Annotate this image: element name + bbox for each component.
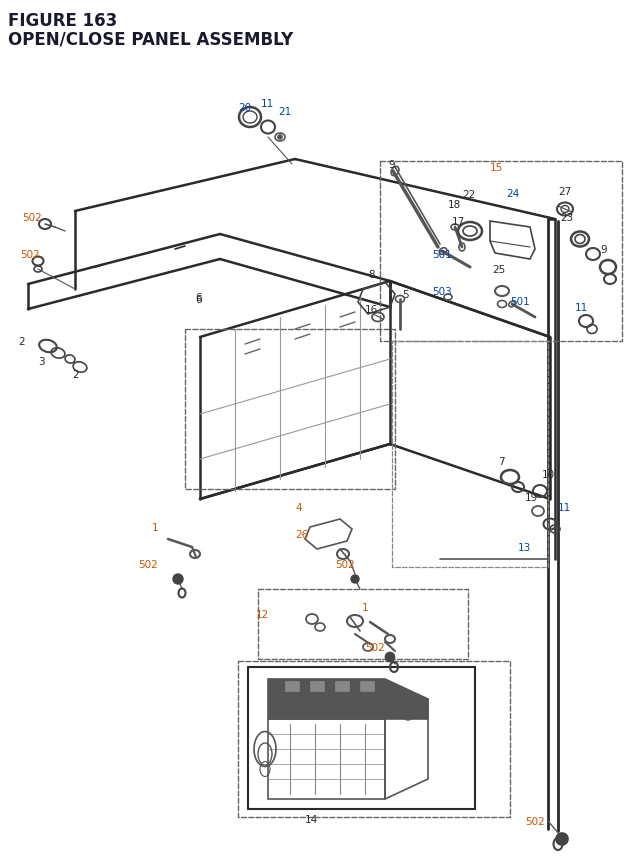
Text: 27: 27 bbox=[558, 187, 572, 197]
Text: 10: 10 bbox=[542, 469, 555, 480]
Text: 11: 11 bbox=[558, 503, 572, 512]
Text: 15: 15 bbox=[490, 163, 503, 173]
Text: 3: 3 bbox=[38, 356, 45, 367]
Text: 6: 6 bbox=[195, 293, 202, 303]
Text: 17: 17 bbox=[452, 217, 465, 226]
Circle shape bbox=[278, 136, 282, 139]
Text: 501: 501 bbox=[432, 250, 452, 260]
Circle shape bbox=[385, 653, 394, 662]
Text: 25: 25 bbox=[492, 264, 505, 275]
Text: 502: 502 bbox=[22, 213, 42, 223]
Text: 2: 2 bbox=[72, 369, 79, 380]
Text: 22: 22 bbox=[462, 189, 476, 200]
Text: 502: 502 bbox=[525, 816, 545, 826]
Text: 12: 12 bbox=[256, 610, 269, 619]
Text: 502: 502 bbox=[365, 642, 385, 653]
Circle shape bbox=[173, 574, 183, 585]
Circle shape bbox=[351, 575, 359, 583]
Text: OPEN/CLOSE PANEL ASSEMBLY: OPEN/CLOSE PANEL ASSEMBLY bbox=[8, 30, 293, 48]
Text: 502: 502 bbox=[20, 250, 40, 260]
Text: 501: 501 bbox=[510, 297, 530, 307]
Text: 2: 2 bbox=[18, 337, 24, 347]
Polygon shape bbox=[268, 679, 428, 719]
Text: 20: 20 bbox=[238, 102, 251, 113]
Bar bbox=[335, 681, 349, 691]
Text: 7: 7 bbox=[498, 456, 504, 467]
Text: 24: 24 bbox=[506, 189, 519, 199]
Circle shape bbox=[556, 833, 568, 845]
Text: 16: 16 bbox=[365, 305, 378, 314]
Text: 1: 1 bbox=[152, 523, 159, 532]
Text: 14: 14 bbox=[305, 814, 318, 824]
Text: 4: 4 bbox=[295, 503, 301, 512]
Text: FIGURE 163: FIGURE 163 bbox=[8, 12, 117, 30]
Text: 5: 5 bbox=[402, 289, 408, 300]
Text: 6: 6 bbox=[195, 294, 202, 305]
Text: 26: 26 bbox=[295, 530, 308, 539]
Text: 23: 23 bbox=[560, 213, 573, 223]
Bar bbox=[285, 681, 299, 691]
Text: 19: 19 bbox=[525, 492, 538, 503]
Text: 1: 1 bbox=[362, 603, 369, 612]
Text: 502: 502 bbox=[138, 560, 157, 569]
Text: 18: 18 bbox=[448, 200, 461, 210]
Text: 8: 8 bbox=[368, 269, 374, 280]
Text: 9: 9 bbox=[388, 160, 395, 170]
Text: 502: 502 bbox=[335, 560, 355, 569]
Text: 11: 11 bbox=[261, 99, 275, 108]
Text: 11: 11 bbox=[575, 303, 588, 313]
Bar bbox=[310, 681, 324, 691]
Text: 9: 9 bbox=[600, 245, 607, 255]
Bar bbox=[360, 681, 374, 691]
Text: 13: 13 bbox=[518, 542, 531, 553]
Text: 503: 503 bbox=[432, 287, 452, 297]
Text: 21: 21 bbox=[278, 107, 291, 117]
